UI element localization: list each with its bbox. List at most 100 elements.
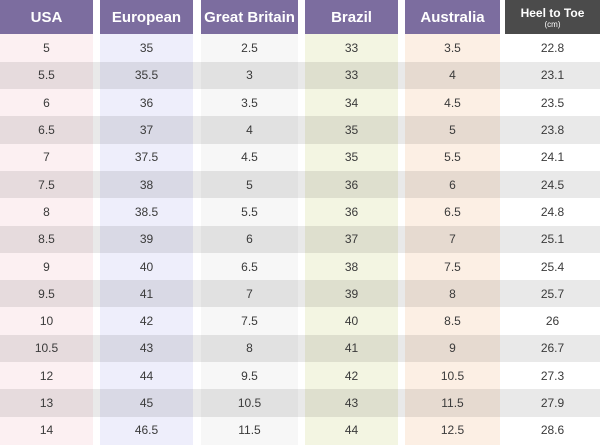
table-cell: 11.5 bbox=[238, 423, 261, 438]
table-cell: 7.5 bbox=[38, 177, 55, 192]
table-cell: 9 bbox=[449, 341, 456, 356]
table-cell: 44 bbox=[139, 368, 154, 383]
table-cell: 4.5 bbox=[241, 150, 258, 165]
row-stripe bbox=[0, 225, 600, 253]
table-cell: 42 bbox=[139, 314, 154, 329]
table-cell: 40 bbox=[139, 259, 154, 274]
table-cell: 24.1 bbox=[540, 150, 565, 165]
table-cell: 7 bbox=[43, 150, 50, 165]
table-cell: 8 bbox=[43, 204, 50, 219]
table-cell: 6 bbox=[43, 95, 50, 110]
table-cell: 3.5 bbox=[241, 95, 258, 110]
table-cell: 26.7 bbox=[540, 341, 565, 356]
table-cell: 34 bbox=[344, 95, 359, 110]
table-cell: 27.3 bbox=[540, 368, 565, 383]
column-background bbox=[0, 0, 93, 445]
table-cell: 3 bbox=[246, 68, 253, 83]
table-cell: 37 bbox=[139, 123, 154, 138]
table-cell: 6.5 bbox=[444, 204, 461, 219]
table-cell: 6 bbox=[246, 232, 253, 247]
table-cell: 35 bbox=[344, 150, 359, 165]
row-stripe bbox=[0, 280, 600, 308]
table-cell: 25.1 bbox=[540, 232, 565, 247]
column-header: Australia bbox=[405, 0, 500, 34]
header-text: USA bbox=[30, 8, 63, 26]
table-cell: 22.8 bbox=[540, 41, 565, 56]
table-cell: 12 bbox=[39, 368, 54, 383]
column-background bbox=[201, 0, 298, 445]
table-cell: 6 bbox=[449, 177, 456, 192]
column-background bbox=[405, 0, 500, 445]
table-cell: 25.4 bbox=[540, 259, 565, 274]
table-cell: 10.5 bbox=[34, 341, 59, 356]
table-cell: 5 bbox=[449, 123, 456, 138]
table-cell: 28.6 bbox=[540, 423, 565, 438]
column-background bbox=[505, 0, 600, 445]
table-cell: 10.5 bbox=[237, 396, 262, 411]
header-text: Brazil bbox=[331, 8, 372, 26]
table-cell: 4 bbox=[449, 68, 456, 83]
table-cell: 39 bbox=[139, 232, 154, 247]
table-cell: 33 bbox=[344, 68, 359, 83]
column-header: Great Britain bbox=[201, 0, 298, 34]
row-stripe bbox=[0, 334, 600, 363]
table-cell: 36 bbox=[139, 95, 154, 110]
column-background bbox=[305, 0, 398, 445]
table-cell: 14 bbox=[39, 423, 54, 438]
table-cell: 40 bbox=[344, 314, 359, 329]
table-cell: 7 bbox=[246, 286, 253, 301]
table-cell: 38.5 bbox=[134, 204, 159, 219]
table-cell: 24.8 bbox=[540, 204, 565, 219]
table-cell: 7.5 bbox=[241, 314, 258, 329]
unit-label: (cm) bbox=[544, 19, 561, 29]
table-cell: 10.5 bbox=[440, 368, 465, 383]
header-text: European bbox=[111, 8, 182, 26]
table-cell: 8 bbox=[246, 341, 253, 356]
table-cell: 45 bbox=[139, 396, 154, 411]
table-cell: 23.1 bbox=[540, 68, 565, 83]
table-cell: 46.5 bbox=[134, 423, 159, 438]
row-stripe bbox=[0, 116, 600, 144]
table-cell: 7 bbox=[449, 232, 456, 247]
column-header: USA bbox=[0, 0, 93, 34]
table-cell: 38 bbox=[344, 259, 359, 274]
table-cell: 35 bbox=[139, 41, 154, 56]
table-cell: 12.5 bbox=[440, 423, 465, 438]
header-text: Great Britain bbox=[204, 8, 295, 26]
table-cell: 27.9 bbox=[540, 396, 565, 411]
table-cell: 5.5 bbox=[38, 68, 55, 83]
table-cell: 9.5 bbox=[241, 368, 258, 383]
column-header: Brazil bbox=[305, 0, 398, 34]
header-text: Heel to Toe bbox=[520, 5, 585, 20]
table-cell: 8.5 bbox=[444, 314, 461, 329]
table-cell: 25.7 bbox=[540, 286, 565, 301]
column-header: Heel to Toe (cm) bbox=[505, 0, 600, 34]
column-header: European bbox=[100, 0, 193, 34]
table-cell: 5.5 bbox=[241, 204, 258, 219]
table-cell: 4 bbox=[246, 123, 253, 138]
table-cell: 9 bbox=[43, 259, 50, 274]
table-cell: 42 bbox=[344, 368, 359, 383]
table-cell: 24.5 bbox=[540, 177, 565, 192]
table-cell: 7.5 bbox=[444, 259, 461, 274]
table-cell: 6.5 bbox=[241, 259, 258, 274]
row-stripe bbox=[0, 171, 600, 199]
row-stripe bbox=[0, 389, 600, 417]
header-text: Australia bbox=[420, 8, 485, 26]
table-cell: 8 bbox=[449, 286, 456, 301]
table-cell: 23.8 bbox=[540, 123, 565, 138]
table-cell: 4.5 bbox=[444, 95, 461, 110]
table-cell: 26 bbox=[545, 314, 560, 329]
table-cell: 35 bbox=[344, 123, 359, 138]
table-cell: 36 bbox=[344, 177, 359, 192]
table-cell: 2.5 bbox=[241, 41, 258, 56]
table-cell: 23.5 bbox=[540, 95, 565, 110]
table-cell: 33 bbox=[344, 41, 359, 56]
table-cell: 9.5 bbox=[38, 286, 55, 301]
table-cell: 39 bbox=[344, 286, 359, 301]
table-cell: 11.5 bbox=[441, 396, 464, 411]
table-cell: 43 bbox=[344, 396, 359, 411]
table-cell: 5.5 bbox=[444, 150, 461, 165]
table-cell: 8.5 bbox=[38, 232, 55, 247]
